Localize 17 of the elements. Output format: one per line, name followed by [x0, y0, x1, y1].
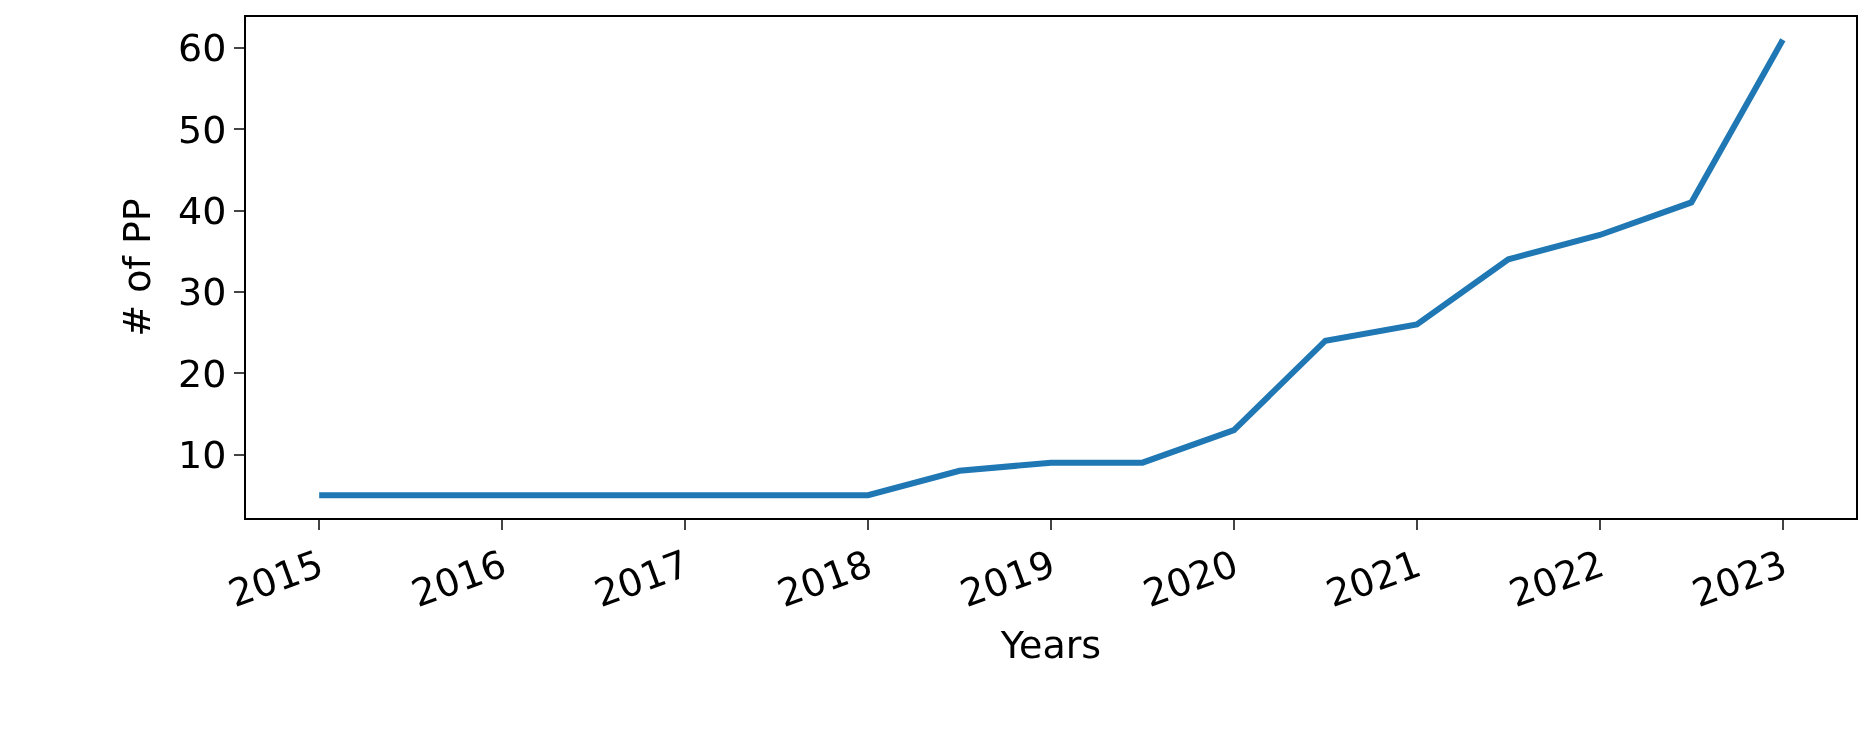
y-tick-label: 40 [178, 188, 227, 233]
x-tick-label: 2016 [405, 541, 512, 616]
x-tick-label: 2022 [1503, 541, 1610, 616]
y-tick-label: 50 [178, 107, 227, 152]
x-tick-label: 2021 [1320, 541, 1427, 616]
y-tick-label: 30 [178, 270, 227, 315]
x-tick-label: 2019 [954, 541, 1061, 616]
x-tick-label: 2023 [1686, 541, 1793, 616]
y-axis-title: # of PP [114, 198, 159, 337]
y-tick-label: 20 [178, 351, 227, 396]
x-tick-label: 2017 [588, 541, 695, 616]
x-axis-title: Years [999, 622, 1102, 667]
x-tick-label: 2018 [771, 541, 878, 616]
x-tick-label: 2015 [222, 541, 329, 616]
x-tick-label: 2020 [1137, 541, 1244, 616]
y-tick-label: 60 [178, 26, 227, 71]
y-tick-label: 10 [178, 432, 227, 477]
